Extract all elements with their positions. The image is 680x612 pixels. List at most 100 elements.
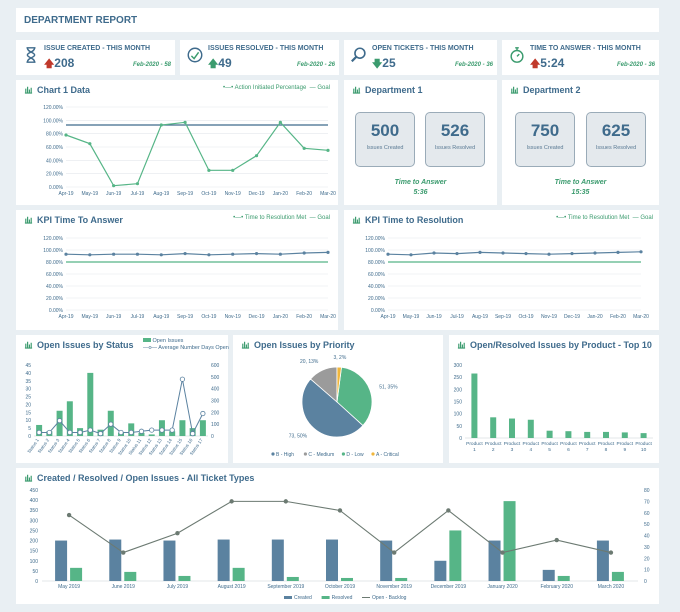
y-tick-label-left: 35	[25, 379, 31, 385]
kpi-date: Feb-2020 - 36	[616, 62, 655, 68]
y-tick-label-right: 500	[211, 375, 220, 381]
legend-label: A - Critical	[376, 452, 399, 458]
bar	[603, 431, 609, 438]
y-tick-label-left: 5	[28, 426, 31, 432]
header-bar: DEPARTMENT REPORT	[16, 8, 659, 32]
y-tick-label: 0.00%	[49, 308, 64, 314]
x-tick-label: Product	[541, 441, 558, 447]
x-tick-label: 1	[473, 447, 476, 453]
pie-slice	[336, 366, 373, 427]
data-point	[128, 429, 134, 436]
x-tick-label: Aug-19	[153, 314, 169, 320]
x-tick-label: August 2019	[218, 584, 246, 590]
x-tick-label: January 2020	[487, 584, 518, 590]
x-tick-label: 2	[492, 447, 495, 453]
data-point	[302, 251, 306, 255]
y-tick-label: 120.00%	[43, 105, 63, 111]
data-point	[200, 410, 206, 417]
y-tick-label-right: 70	[644, 499, 650, 505]
data-point	[524, 252, 528, 256]
x-tick-label: March 2020	[598, 584, 625, 590]
data-point	[66, 512, 72, 518]
data-point	[570, 252, 574, 256]
arrow-up-icon: 🡅	[530, 59, 541, 70]
stopwatch-icon	[510, 47, 524, 63]
bar	[87, 372, 94, 436]
data-point	[135, 252, 140, 256]
x-tick-label: Aug-19	[472, 314, 488, 320]
y-tick-label: 50	[456, 424, 462, 430]
x-tick-label: 10	[641, 447, 647, 453]
y-tick-label: 0.00%	[49, 185, 64, 191]
data-point	[302, 146, 306, 150]
product-top10-title: Open/Resolved Issues by Product - Top 10	[457, 340, 652, 350]
y-tick-label-left: 40	[25, 371, 31, 377]
data-point	[159, 427, 165, 433]
data-point	[326, 148, 330, 152]
page-title: DEPARTMENT REPORT	[24, 15, 138, 26]
search-icon	[351, 47, 366, 63]
data-point	[179, 376, 186, 382]
data-point	[283, 499, 289, 504]
open-status-title-text: Open Issues by Status	[37, 340, 134, 350]
bar	[138, 432, 145, 436]
x-tick-label: Product	[466, 441, 483, 447]
x-tick-label: Apr-19	[58, 314, 73, 320]
bar	[584, 431, 591, 438]
dept1-resolved-box: 526 Issues Resolved	[425, 112, 485, 167]
y-tick-label-left: 15	[25, 410, 31, 416]
y-tick-label: 100.00%	[43, 118, 63, 124]
bar-created	[109, 539, 122, 581]
kpi-title: ISSUE CREATED - THIS MONTH	[44, 45, 151, 52]
x-tick-label: May-19	[81, 314, 98, 320]
y-tick-label-left: 0	[28, 434, 31, 440]
y-tick-label: 100	[454, 412, 463, 418]
data-point	[278, 120, 282, 124]
data-point	[67, 429, 73, 436]
x-tick-label: Product	[617, 441, 634, 447]
y-tick-label: 80.00%	[46, 260, 64, 266]
data-point	[254, 252, 259, 256]
data-point	[108, 421, 114, 427]
bar-created	[163, 540, 176, 581]
legend-swatch	[284, 596, 292, 599]
x-tick-label: May-19	[403, 314, 420, 320]
y-tick-label-left: 400	[30, 498, 39, 504]
x-tick-label: 6	[567, 447, 570, 453]
series-line	[387, 251, 642, 256]
legend-series-1: Open Issues	[152, 338, 184, 344]
data-point	[64, 252, 68, 256]
data-point	[159, 253, 163, 257]
x-tick-label: Jul-19	[131, 191, 145, 197]
data-point	[183, 120, 187, 124]
x-tick-label: September 2019	[267, 584, 304, 590]
x-tick-label: Oct-19	[201, 191, 216, 197]
y-tick-label: 0	[459, 436, 462, 442]
y-tick-label-left: 350	[30, 508, 39, 514]
x-tick-label: Jul-19	[450, 314, 464, 320]
dept1-created-value: 500	[370, 121, 400, 140]
dept2-tta-value: 15:35	[571, 189, 590, 196]
bar-created	[217, 539, 230, 581]
bar	[128, 423, 135, 436]
data-point	[112, 184, 116, 188]
data-point	[121, 550, 126, 555]
legend-series-1: Action Initiated Percentage	[234, 85, 307, 91]
x-tick-label: Product	[579, 441, 596, 447]
kpi-title: OPEN TICKETS - THIS MONTH	[372, 45, 474, 52]
x-tick-label: Jun-19	[106, 191, 122, 197]
y-tick-label-right: 10	[644, 568, 650, 574]
kpi-ttr-svg: 120.00% 100.00% 80.00% 60.00% 40.00% 20.00% 0.…	[365, 236, 649, 320]
bar-chart-icon	[352, 216, 361, 224]
data-point	[616, 250, 620, 254]
data-point	[190, 431, 196, 437]
y-tick-label: 20.00%	[368, 296, 386, 302]
bar-chart-icon	[24, 86, 33, 94]
data-point	[36, 429, 42, 436]
x-tick-label: Sep-19	[177, 314, 193, 320]
kpi-value: 🡅208	[44, 56, 74, 74]
open-priority-title-text: Open Issues by Priority	[254, 340, 355, 350]
kpi-tta-svg: 120.00% 100.00% 80.00% 60.00% 40.00% 20.00% 0.…	[43, 236, 336, 320]
bar	[565, 431, 572, 438]
data-point	[547, 252, 551, 256]
